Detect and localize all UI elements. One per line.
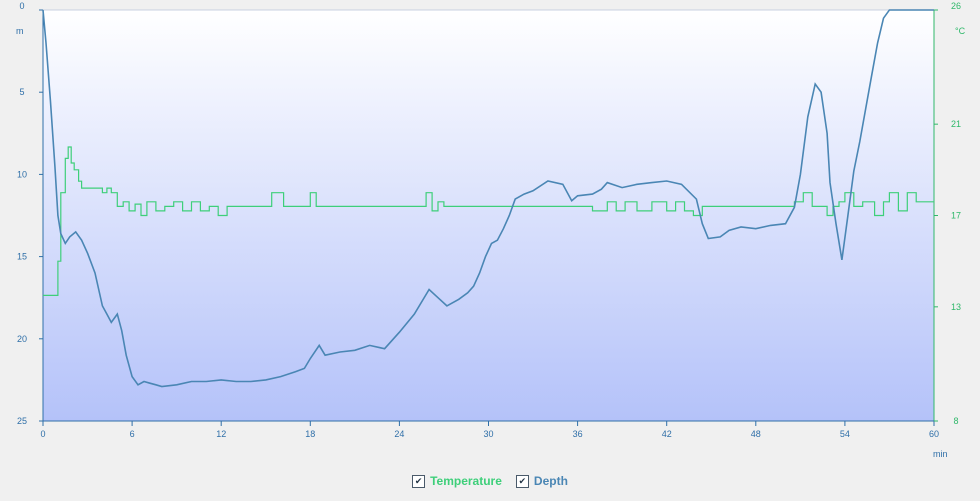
x-tick-label: 0 bbox=[40, 429, 45, 439]
left-axis-unit-label: m bbox=[16, 26, 24, 36]
left-axis-ticks: 0 5 10 15 20 25 bbox=[17, 1, 43, 426]
x-tick-label: 18 bbox=[305, 429, 315, 439]
right-axis-unit-label: °C bbox=[955, 26, 966, 36]
left-tick-label: 0 bbox=[19, 1, 24, 11]
depth-legend-label: Depth bbox=[533, 474, 568, 488]
temperature-checkbox[interactable]: ✔ bbox=[412, 474, 426, 488]
right-tick-label: 17 bbox=[951, 211, 961, 221]
x-tick-label: 48 bbox=[751, 429, 761, 439]
left-tick-label: 10 bbox=[17, 169, 27, 179]
legend-item-depth[interactable]: ✔ Depth bbox=[515, 474, 568, 488]
x-tick-label: 24 bbox=[394, 429, 404, 439]
x-tick-label: 30 bbox=[483, 429, 493, 439]
x-axis-ticks: 0 6 12 18 24 30 36 42 48 54 60 bbox=[40, 421, 939, 439]
depth-checkbox[interactable]: ✔ bbox=[515, 474, 529, 488]
right-axis-ticks: 26 21 17 13 8 bbox=[934, 1, 961, 426]
dive-profile-chart: 0 6 12 18 24 30 36 42 48 54 60 0 5 10 15 20 25 26 21 17 13… bbox=[16, 1, 966, 459]
left-tick-label: 20 bbox=[17, 334, 27, 344]
legend-item-temperature[interactable]: ✔ Temperature bbox=[412, 474, 502, 488]
depth-series-line bbox=[42, 9, 934, 388]
x-tick-label: 12 bbox=[216, 429, 226, 439]
temperature-legend-label: Temperature bbox=[430, 474, 502, 488]
x-tick-label: 6 bbox=[130, 429, 135, 439]
right-tick-label: 13 bbox=[951, 302, 961, 312]
chart-legend: ✔ Temperature ✔ Depth bbox=[0, 472, 980, 490]
x-tick-label: 36 bbox=[573, 429, 583, 439]
x-tick-label: 60 bbox=[929, 429, 939, 439]
left-tick-label: 15 bbox=[17, 252, 27, 262]
right-tick-label: 26 bbox=[951, 1, 961, 11]
left-tick-label: 25 bbox=[17, 416, 27, 426]
x-tick-label: 42 bbox=[662, 429, 672, 439]
left-tick-label: 5 bbox=[19, 87, 24, 97]
x-tick-label: 54 bbox=[840, 429, 850, 439]
right-tick-label: 21 bbox=[951, 119, 961, 129]
plot-area bbox=[43, 10, 934, 421]
x-axis-unit-label: min bbox=[933, 449, 948, 459]
right-tick-label: 8 bbox=[953, 416, 958, 426]
temperature-series-line bbox=[43, 146, 934, 296]
